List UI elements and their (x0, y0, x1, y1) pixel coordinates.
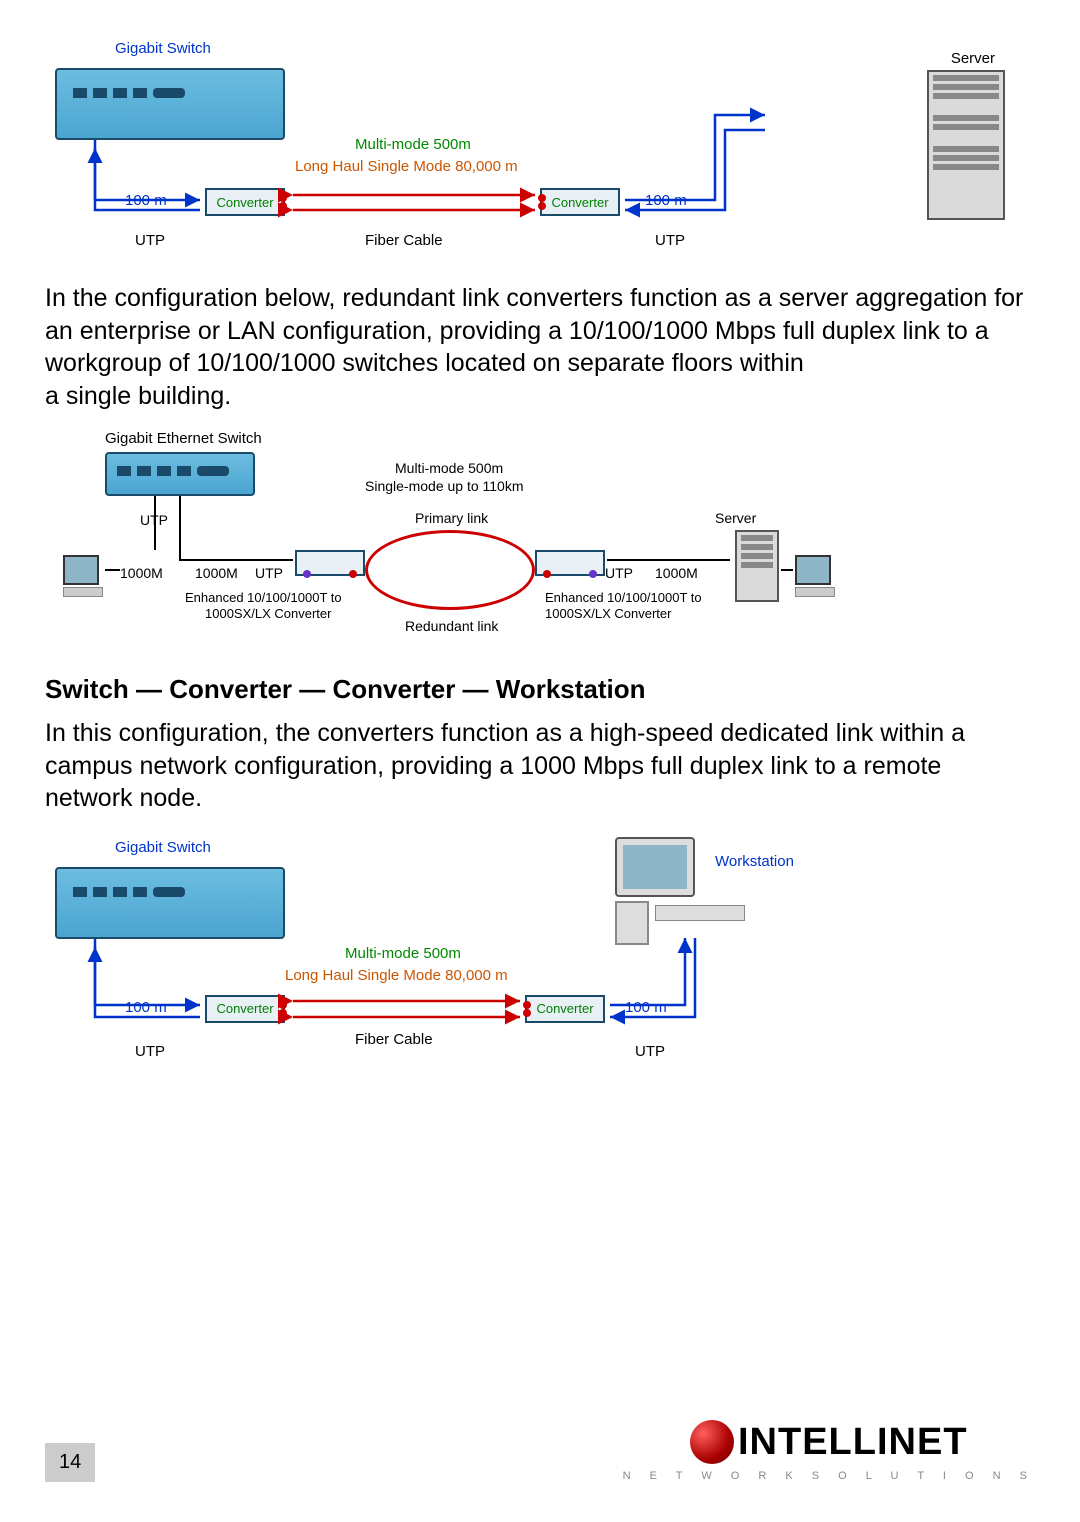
page-footer: 14 INTELLINET N E T W O R K S O L U T I … (45, 1420, 1035, 1482)
diagram-switch-workstation: Gigabit Switch Workstation Multi-mode 50… (45, 833, 1035, 1073)
diagram-redundant-link: Gigabit Ethernet Switch Multi-mode 500m … (45, 430, 1035, 660)
paragraph-1: In the configuration below, redundant li… (45, 282, 1035, 412)
brand-logo: INTELLINET N E T W O R K S O L U T I O N… (623, 1420, 1035, 1482)
paragraph-1-text: In the configuration below, redundant li… (45, 284, 1023, 377)
diagram2-lines (45, 430, 1035, 660)
logo-tagline: N E T W O R K S O L U T I O N S (623, 1470, 1035, 1482)
logo-text: INTELLINET (738, 1421, 968, 1464)
heading-2: Switch — Converter — Converter — Worksta… (45, 674, 1035, 705)
paragraph-2: In this configuration, the converters fu… (45, 717, 1035, 815)
logo-sphere-icon (690, 1420, 734, 1464)
diagram-switch-server: Gigabit Switch Server Multi-mode 500m Lo… (45, 40, 1035, 270)
diagram1-arrows (45, 40, 1035, 270)
diagram3-arrows (45, 833, 1035, 1073)
paragraph-1-line2: a single building. (45, 382, 231, 410)
page-number: 14 (45, 1443, 95, 1482)
